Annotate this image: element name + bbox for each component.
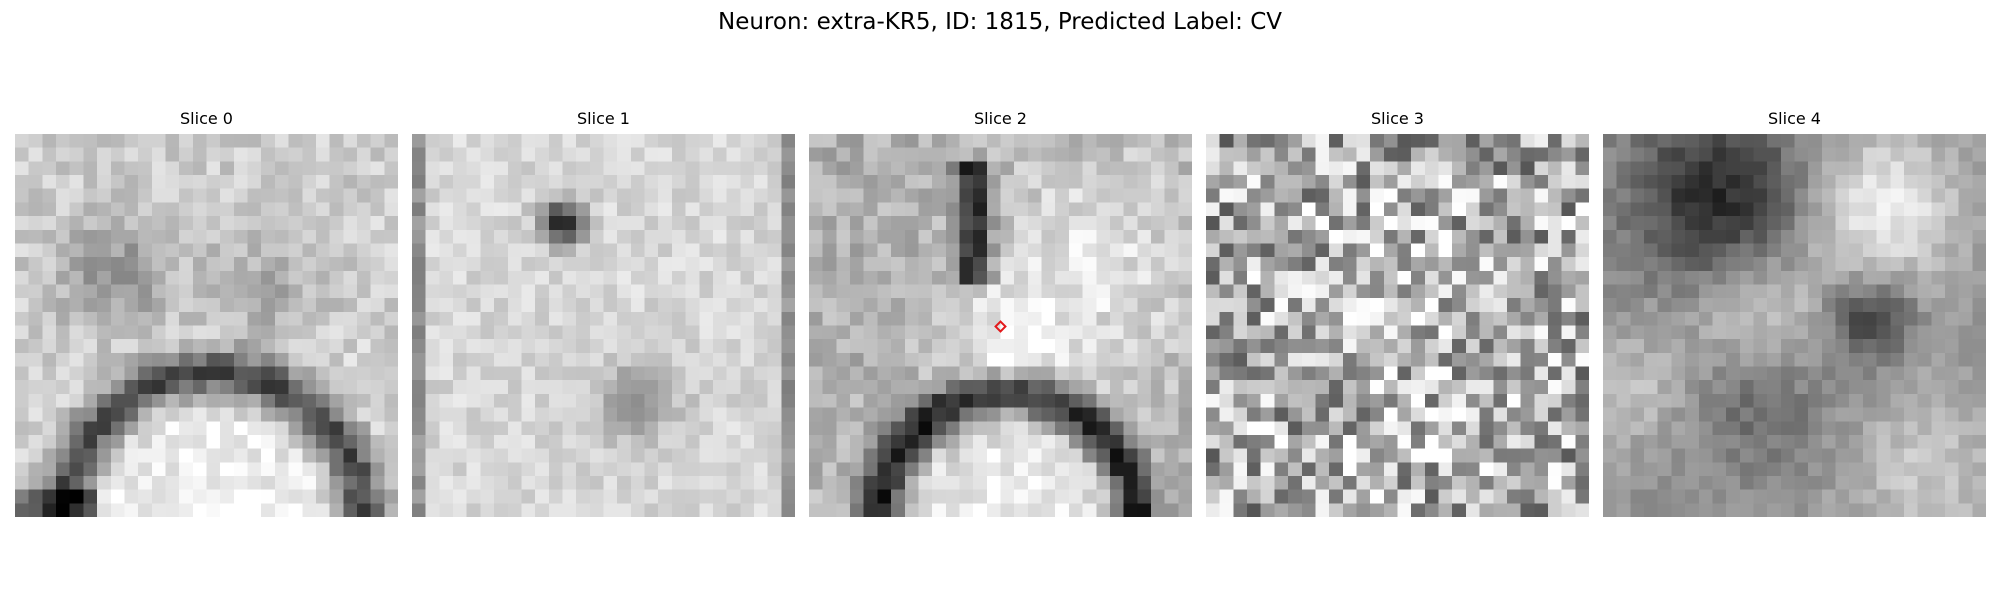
slice-panel-4: Slice 4 xyxy=(1603,108,1986,518)
slice-image-3 xyxy=(1206,134,1589,517)
slice-title: Slice 2 xyxy=(809,108,1192,130)
slice-panel-0: Slice 0 xyxy=(15,108,398,518)
slice-panel-3: Slice 3 xyxy=(1206,108,1589,518)
slice-title: Slice 1 xyxy=(412,108,795,130)
slice-image-1 xyxy=(412,134,795,517)
slice-panels: Slice 0 Slice 1 Slice 2 Slice 3 Slice 4 xyxy=(15,108,1985,518)
slice-title: Slice 0 xyxy=(15,108,398,130)
slice-title: Slice 3 xyxy=(1206,108,1589,130)
slice-title: Slice 4 xyxy=(1603,108,1986,130)
slice-panel-2: Slice 2 xyxy=(809,108,1192,518)
figure-title: Neuron: extra-KR5, ID: 1815, Predicted L… xyxy=(0,6,2000,38)
slice-image-0 xyxy=(15,134,398,517)
slice-panel-1: Slice 1 xyxy=(412,108,795,518)
slice-image-4 xyxy=(1603,134,1986,517)
